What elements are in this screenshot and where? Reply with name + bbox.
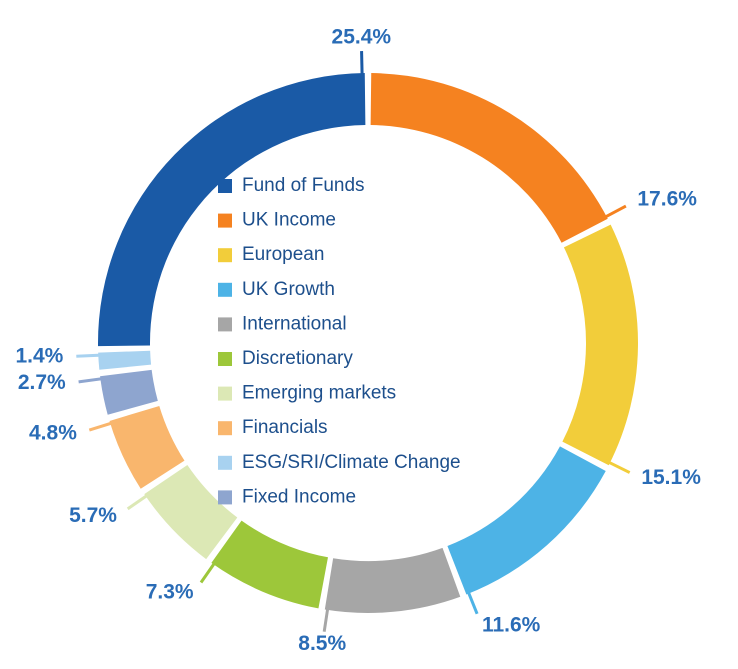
- leader-line: [126, 471, 182, 511]
- donut-segment: [211, 520, 328, 609]
- legend-swatch: [218, 213, 232, 228]
- leader-line: [76, 351, 141, 358]
- donut-segment: [109, 405, 185, 489]
- leader-line: [568, 204, 627, 238]
- value-label: 17.6%: [637, 188, 697, 211]
- legend-swatch: [218, 421, 232, 436]
- legend-label: ESG/SRI/Climate Change: [242, 452, 461, 473]
- donut-segment: [562, 224, 638, 466]
- donut-segment: [144, 465, 238, 560]
- legend-swatch: [218, 386, 232, 401]
- value-label: 5.7%: [69, 504, 117, 527]
- legend-label: UK Growth: [242, 279, 335, 300]
- legend-label: Fixed Income: [242, 486, 356, 507]
- leader-line: [78, 371, 143, 384]
- value-label: 4.8%: [29, 422, 77, 445]
- value-label: 11.6%: [482, 613, 541, 636]
- legend-label: European: [242, 244, 324, 265]
- value-label: 25.4%: [332, 26, 392, 49]
- leader-line: [88, 409, 151, 432]
- donut-segment: [100, 369, 158, 415]
- leader-line: [199, 529, 239, 584]
- donut-segment: [98, 73, 366, 347]
- legend-label: Financials: [242, 417, 328, 438]
- legend-swatch: [218, 317, 232, 332]
- legend-swatch: [218, 490, 232, 505]
- leader-line: [360, 51, 365, 116]
- value-label: 8.5%: [298, 632, 346, 655]
- value-label: 2.7%: [18, 371, 66, 394]
- leader-line: [451, 553, 479, 615]
- donut-segment: [370, 73, 608, 243]
- legend-label: Emerging markets: [242, 383, 396, 404]
- legend-swatch: [218, 248, 232, 263]
- legend-label: Discretionary: [242, 348, 353, 369]
- legend-swatch: [218, 352, 232, 366]
- value-label: 7.3%: [146, 581, 194, 604]
- legend-label: UK Income: [242, 210, 336, 231]
- legend-label: International: [242, 313, 347, 334]
- legend-swatch: [218, 179, 232, 193]
- legend-swatch: [218, 455, 232, 470]
- donut-segment: [447, 446, 606, 595]
- leader-line: [322, 568, 336, 632]
- legend-label: Fund of Funds: [242, 175, 365, 196]
- legend-swatch: [218, 282, 232, 297]
- value-label: 1.4%: [15, 344, 63, 367]
- donut-segment: [324, 547, 461, 613]
- leader-line: [571, 442, 631, 474]
- value-label: 15.1%: [641, 466, 701, 489]
